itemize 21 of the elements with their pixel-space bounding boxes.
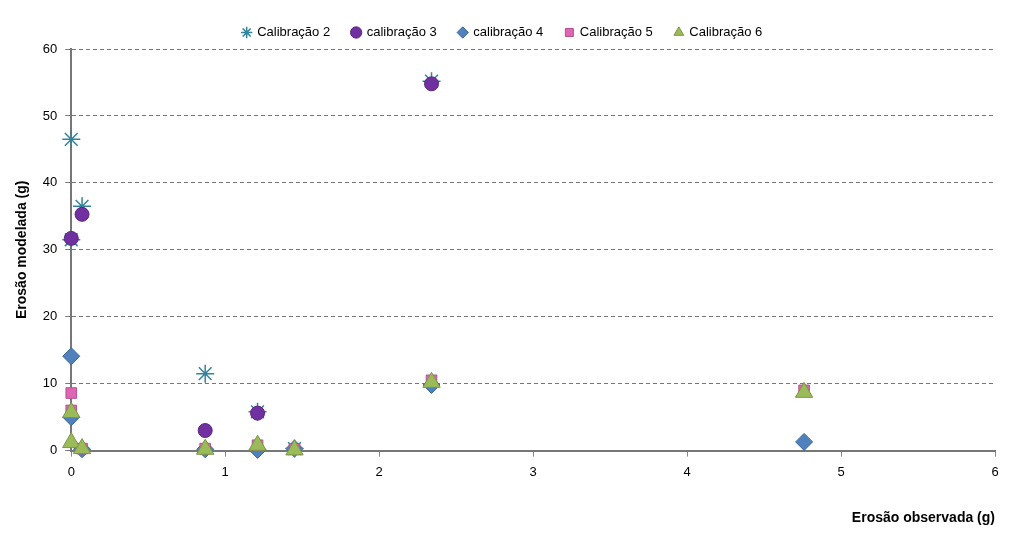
x-tick-label: 6 — [991, 463, 999, 479]
y-tick-label: 30 — [42, 241, 58, 257]
x-tick-label: 3 — [529, 463, 537, 479]
y-tick-label: 40 — [42, 174, 58, 190]
x-tick-label: 2 — [375, 463, 383, 479]
legend-label: Calibração 2 — [257, 24, 331, 40]
y-tick-label: 0 — [50, 442, 58, 458]
legend-label: Calibração 6 — [689, 24, 763, 40]
y-tick-label: 60 — [42, 40, 58, 56]
x-tick-label: 1 — [221, 463, 229, 479]
legend-label: calibração 4 — [473, 24, 544, 40]
y-tick-label: 10 — [42, 375, 58, 391]
x-tick-label: 0 — [67, 463, 75, 479]
legend-label: Calibração 5 — [579, 24, 653, 40]
x-axis-title: Erosão observada (g) — [851, 509, 995, 526]
y-axis-title: Erosão modelada (g) — [13, 180, 30, 320]
y-tick-label: 20 — [42, 308, 58, 324]
y-tick-label: 50 — [42, 107, 58, 123]
x-tick-label: 5 — [837, 463, 845, 479]
x-tick-label: 4 — [683, 463, 691, 479]
legend-label: calibração 3 — [366, 24, 437, 40]
